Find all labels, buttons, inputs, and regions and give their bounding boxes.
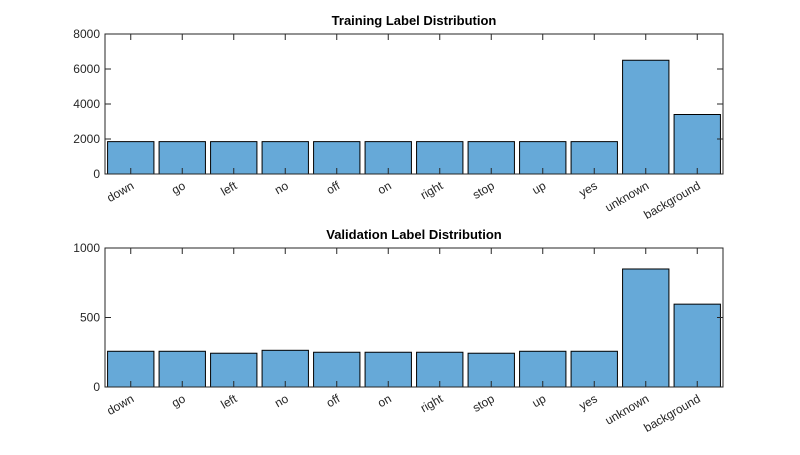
- x-tick-label: stop: [470, 391, 497, 415]
- bar-unknown: [622, 59, 670, 175]
- x-tick-label: yes: [577, 178, 600, 199]
- x-tick-label: no: [272, 391, 291, 410]
- x-tick-label: on: [375, 391, 394, 410]
- subplot-2: Validation Label Distribution down go left n…: [73, 227, 724, 435]
- x-tick-label: stop: [470, 178, 497, 202]
- x-tick-label: on: [375, 178, 394, 197]
- x-tick-label: down: [104, 178, 136, 204]
- x-tick-label: background: [641, 178, 702, 221]
- x-tick-label: off: [324, 178, 343, 197]
- x-tick-label: right: [418, 391, 446, 415]
- x-tick-label: go: [169, 391, 188, 410]
- bar-unknown: [622, 268, 670, 388]
- bar-background: [673, 303, 721, 388]
- y-tick-label: 0: [93, 380, 100, 394]
- y-tick-label: 4000: [73, 97, 100, 111]
- chart-title: Validation Label Distribution: [326, 227, 502, 242]
- y-tick-label: 6000: [73, 62, 100, 76]
- y-tick-label: 0: [93, 167, 100, 181]
- bar-no: [261, 349, 309, 388]
- x-tick-label: left: [218, 391, 239, 411]
- y-tick-label: 1000: [73, 241, 100, 255]
- x-tick-label: down: [104, 391, 136, 417]
- x-tick-label: background: [641, 391, 702, 434]
- chart-title: Training Label Distribution: [332, 13, 497, 28]
- x-tick-label: no: [272, 178, 291, 197]
- x-tick-label: yes: [577, 391, 600, 412]
- x-tick-label: left: [218, 178, 239, 198]
- x-tick-label: up: [530, 178, 549, 197]
- x-tick-label: right: [418, 178, 446, 202]
- x-tick-label: up: [530, 391, 549, 410]
- bar-background: [673, 114, 721, 175]
- y-tick-label: 2000: [73, 132, 100, 146]
- y-tick-label: 8000: [73, 27, 100, 41]
- subplot-1: Training Label Distribution down go left no o…: [73, 13, 724, 222]
- y-tick-label: 500: [80, 311, 100, 325]
- x-tick-label: off: [324, 391, 343, 410]
- x-tick-label: go: [169, 178, 188, 197]
